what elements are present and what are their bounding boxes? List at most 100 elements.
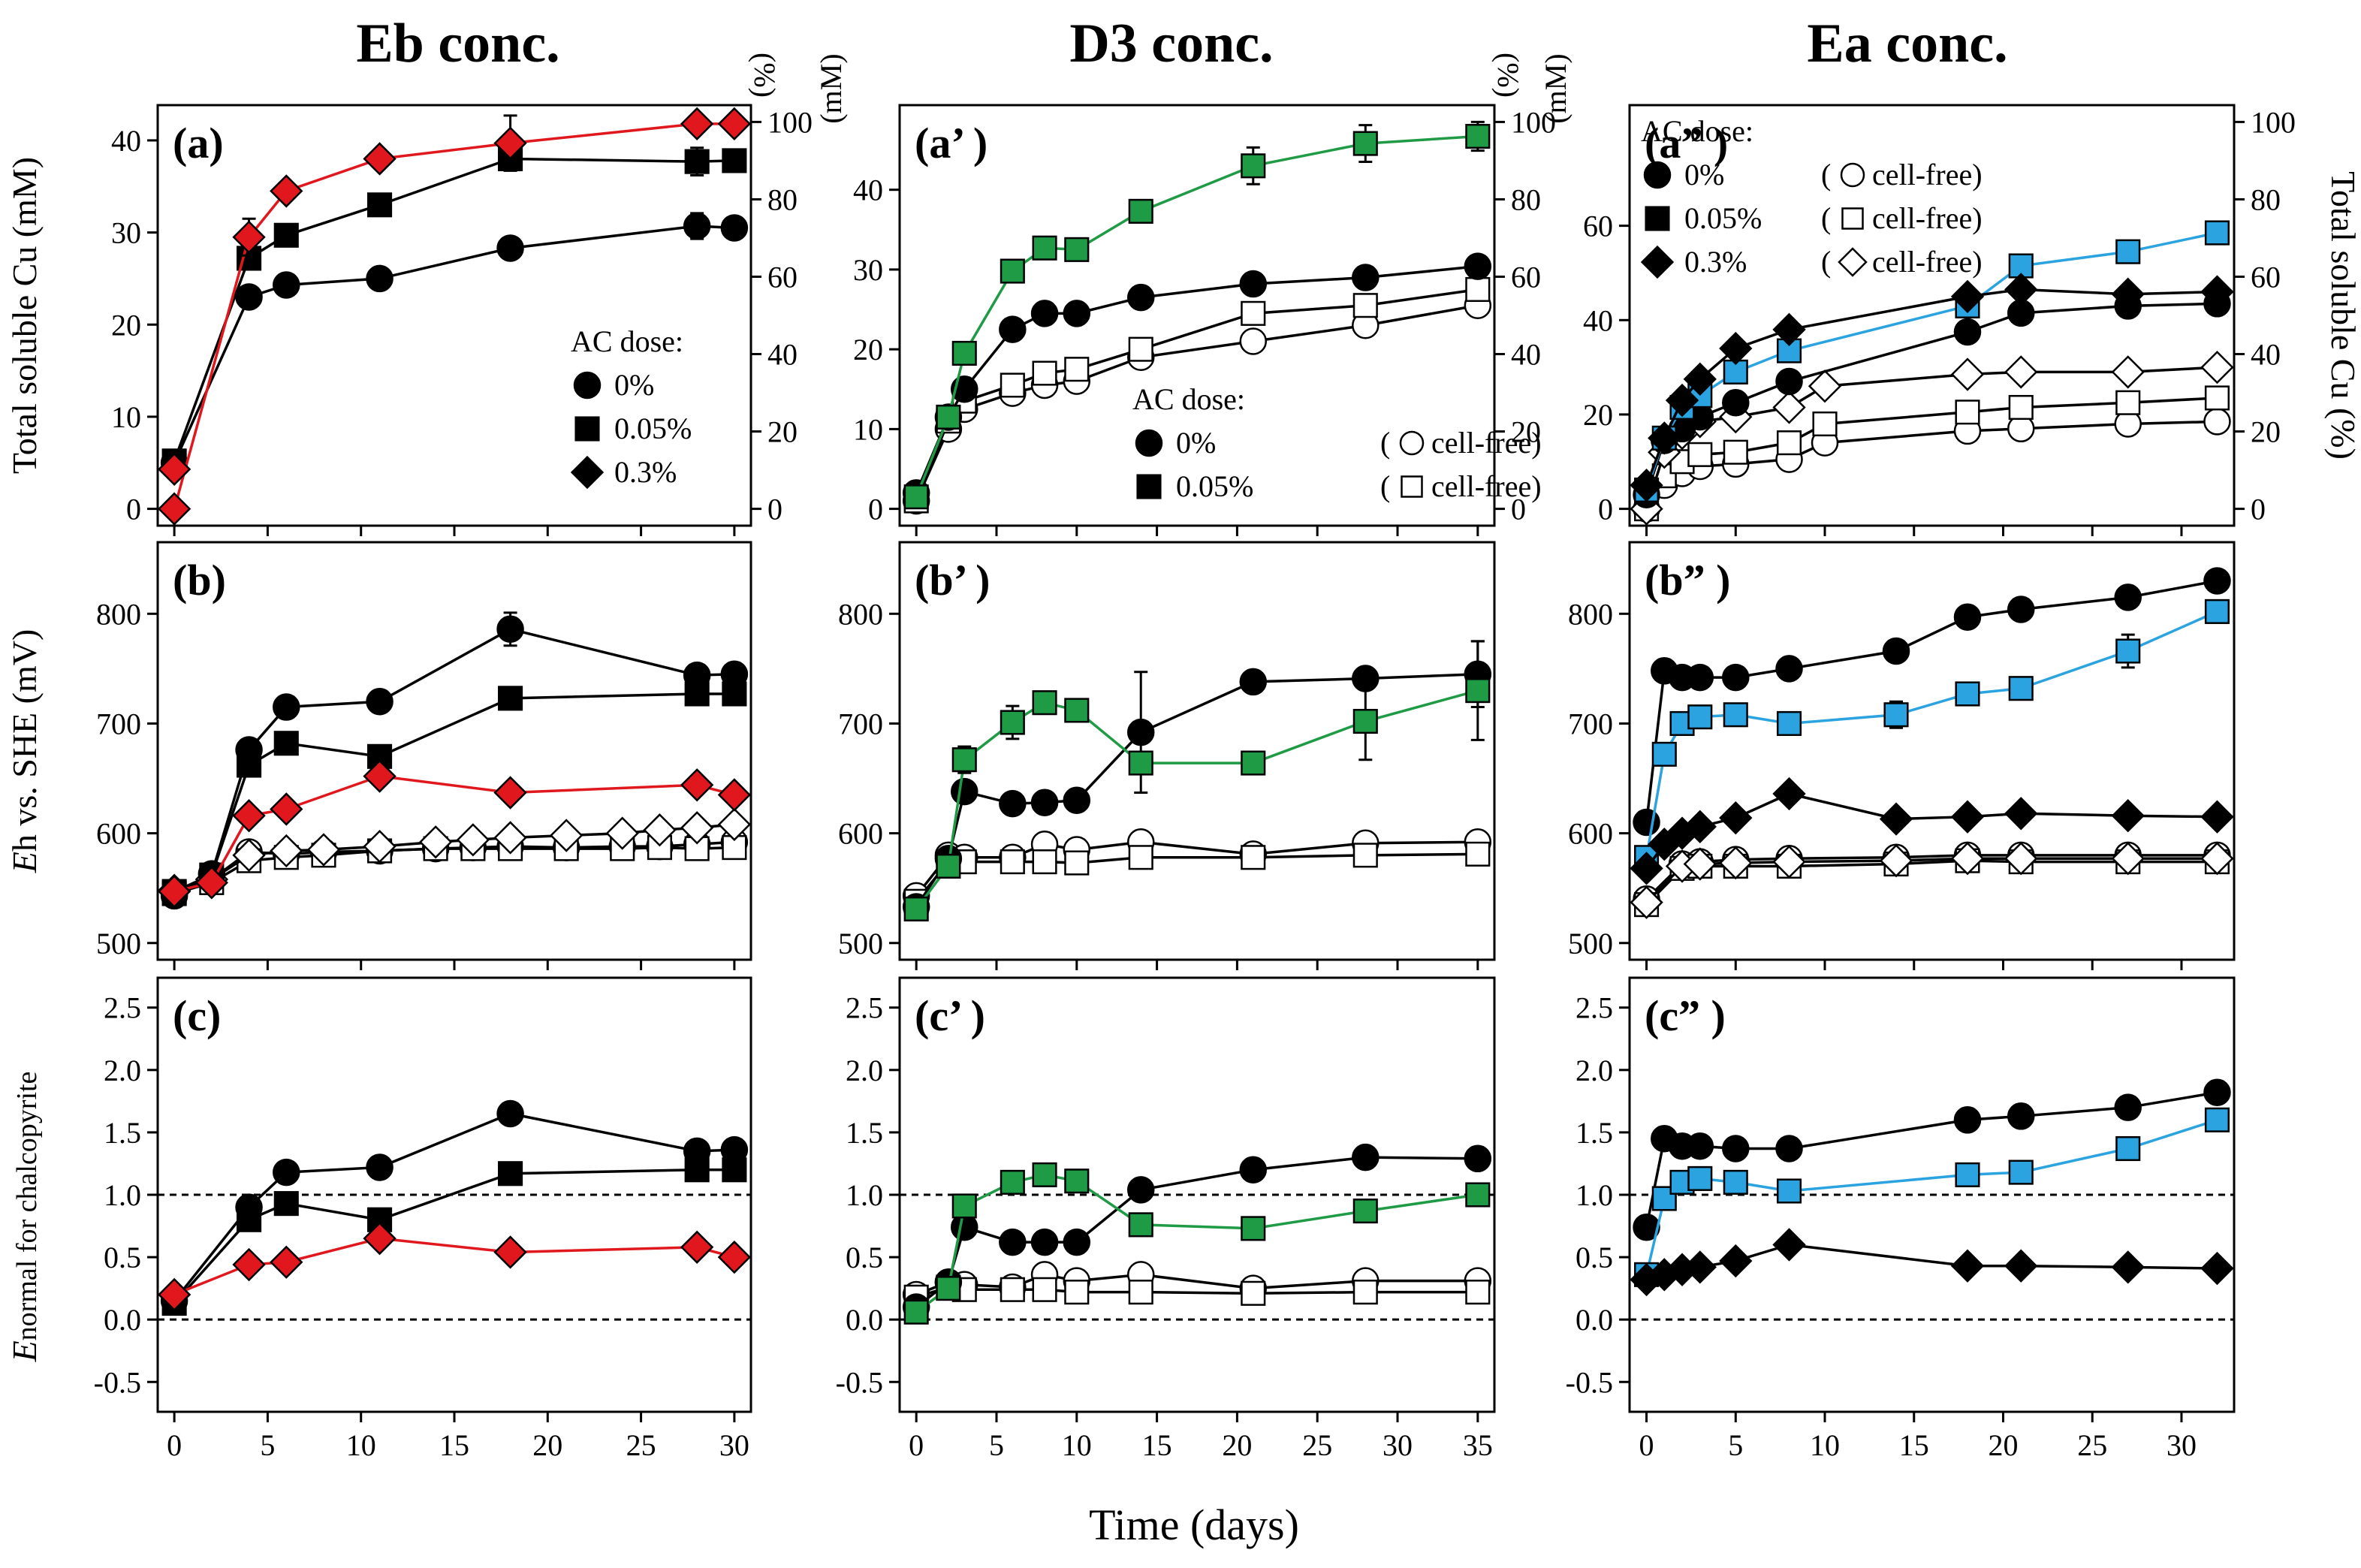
x-tick-label: 30 bbox=[719, 1428, 749, 1462]
y-label-eh-rest: h vs. SHE (mV) bbox=[5, 629, 44, 852]
data-point bbox=[720, 214, 749, 242]
x-tick-label: 20 bbox=[532, 1428, 562, 1462]
panel-c: 0 5 10 15 20 25 30 -0.5 0.0 0.5 1.0 1.5 2.0 2.5 (c) bbox=[94, 976, 752, 1462]
x-tick-label: 30 bbox=[2167, 1428, 2197, 1462]
data-point bbox=[1950, 357, 1985, 391]
data-point bbox=[936, 404, 961, 430]
data-point bbox=[2203, 408, 2231, 436]
series-0- bbox=[1633, 567, 2231, 837]
y-tick-label: 800 bbox=[838, 597, 883, 631]
data-point bbox=[1687, 442, 1713, 467]
data-point bbox=[273, 731, 299, 756]
data-point bbox=[1683, 362, 1717, 396]
legend-label: 0.3% bbox=[614, 455, 677, 489]
data-point bbox=[496, 615, 524, 644]
data-point bbox=[717, 1240, 752, 1274]
legend-note-open: ( bbox=[1380, 426, 1390, 460]
data-point bbox=[366, 1153, 394, 1181]
data-point bbox=[418, 825, 453, 859]
y-label-enormal-rest: normal for chalcopyrite bbox=[11, 1072, 43, 1341]
data-point bbox=[1955, 681, 1980, 707]
data-point bbox=[498, 1161, 523, 1187]
data-point bbox=[1683, 847, 1717, 881]
data-point bbox=[1719, 331, 1753, 366]
x-tick-label: 35 bbox=[1463, 1428, 1493, 1462]
y-tick-label: 20 bbox=[1583, 398, 1613, 432]
column-title-ea: Ea conc. bbox=[1807, 13, 2007, 74]
data-point bbox=[237, 752, 262, 778]
legend-note: cell-free) bbox=[1431, 469, 1542, 503]
legend-label: 0.05% bbox=[614, 412, 692, 445]
data-point bbox=[1030, 789, 1059, 816]
data-point bbox=[1352, 264, 1380, 291]
data-point bbox=[722, 1157, 747, 1183]
panel-label-b2: (b” ) bbox=[1645, 556, 1730, 605]
data-point bbox=[1687, 1165, 1713, 1191]
y-tick-label: 0.5 bbox=[104, 1241, 141, 1274]
data-point bbox=[273, 222, 299, 248]
data-point bbox=[1352, 1143, 1380, 1171]
series-0-cell-free bbox=[902, 828, 1492, 910]
data-point bbox=[1064, 357, 1090, 382]
data-point bbox=[680, 811, 714, 845]
data-point bbox=[1241, 845, 1266, 870]
data-point bbox=[232, 838, 266, 873]
series-line bbox=[915, 689, 1479, 910]
data-point bbox=[1722, 388, 1750, 417]
data-point bbox=[1776, 710, 1802, 737]
data-point bbox=[1465, 678, 1491, 704]
legend-label: 0% bbox=[1684, 158, 1724, 191]
data-point bbox=[2004, 273, 2038, 306]
y-tick-label: 10 bbox=[111, 400, 141, 434]
data-point bbox=[1950, 279, 1985, 314]
series-0-cell-free bbox=[1633, 408, 2231, 523]
series-0-05- bbox=[903, 120, 1491, 510]
y-tick-label: 700 bbox=[838, 707, 883, 740]
data-point bbox=[684, 1157, 710, 1183]
data-point bbox=[1683, 810, 1717, 844]
series-0-05-cell-free bbox=[903, 841, 1491, 914]
data-point bbox=[1686, 1132, 1714, 1160]
legend-label: 0.3% bbox=[1684, 245, 1747, 279]
data-point bbox=[936, 853, 961, 879]
data-point bbox=[1032, 235, 1057, 261]
data-point bbox=[1241, 1216, 1266, 1241]
y-tick-label: 60 bbox=[1583, 210, 1613, 243]
data-point bbox=[1776, 1178, 1802, 1204]
data-point bbox=[496, 234, 524, 262]
panel-label-c2: (c” ) bbox=[1645, 991, 1726, 1040]
panel-b1: 500 600 700 800 (b’ ) bbox=[838, 541, 1496, 970]
data-point bbox=[232, 799, 266, 833]
y-tick-label: 600 bbox=[96, 817, 141, 851]
data-point bbox=[1633, 1213, 1660, 1241]
data-point bbox=[643, 813, 677, 847]
data-point bbox=[2204, 220, 2230, 246]
data-point bbox=[194, 866, 229, 900]
data-point bbox=[363, 1221, 397, 1256]
data-point bbox=[1030, 1228, 1059, 1256]
data-point bbox=[1064, 1280, 1090, 1305]
y-tick-label: 0.0 bbox=[846, 1303, 883, 1337]
data-point bbox=[717, 778, 752, 812]
data-point bbox=[498, 686, 523, 711]
data-point bbox=[936, 1276, 961, 1301]
data-point bbox=[157, 874, 191, 909]
data-point bbox=[2200, 842, 2234, 876]
legend-marker-circle bbox=[573, 371, 602, 400]
data-point bbox=[493, 821, 527, 855]
x-tick-label: 25 bbox=[2077, 1428, 2107, 1462]
data-point bbox=[1126, 1176, 1155, 1204]
y2-tick-label: 40 bbox=[2251, 338, 2281, 372]
data-point bbox=[1651, 741, 1677, 767]
y-tick-label: 600 bbox=[838, 817, 883, 851]
y-tick-label: 0 bbox=[1598, 493, 1613, 526]
data-point bbox=[456, 823, 490, 857]
data-point bbox=[493, 1235, 527, 1269]
data-point bbox=[717, 807, 752, 842]
x-axis-label: Time (days) bbox=[1089, 1500, 1299, 1549]
data-point bbox=[1352, 1199, 1378, 1224]
data-point bbox=[1241, 1280, 1266, 1306]
data-point bbox=[1000, 1277, 1025, 1302]
legend-label: 0.05% bbox=[1684, 201, 1762, 235]
panel-label-b1: (b’ ) bbox=[915, 556, 990, 605]
